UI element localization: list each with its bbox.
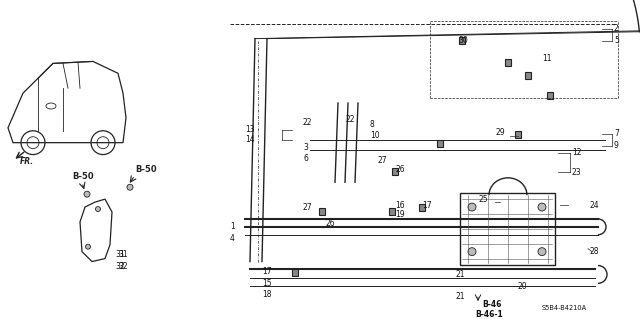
Text: 28: 28: [590, 247, 600, 256]
Bar: [419, 204, 425, 211]
Circle shape: [468, 248, 476, 256]
Text: B-50: B-50: [72, 172, 93, 181]
Circle shape: [538, 203, 546, 211]
Text: 22: 22: [303, 118, 312, 127]
Text: 27: 27: [302, 203, 312, 211]
Text: 7: 7: [614, 129, 619, 138]
Bar: [515, 131, 521, 138]
Text: 12: 12: [572, 148, 582, 157]
Text: 4: 4: [230, 234, 235, 243]
Circle shape: [95, 207, 100, 211]
Text: 21: 21: [456, 270, 465, 279]
Text: 22: 22: [345, 115, 355, 124]
Bar: [460, 37, 465, 44]
Text: 1: 1: [230, 222, 235, 231]
Bar: [292, 269, 298, 276]
Text: 26: 26: [395, 165, 404, 174]
Text: 17: 17: [262, 267, 272, 276]
Text: 16: 16: [396, 201, 405, 210]
Text: 14: 14: [245, 135, 255, 144]
Circle shape: [538, 248, 546, 256]
Text: B-50: B-50: [135, 165, 157, 174]
Text: 25: 25: [478, 195, 488, 204]
Text: B-46: B-46: [482, 300, 501, 309]
Text: 13: 13: [245, 125, 255, 134]
Bar: [505, 59, 511, 66]
Bar: [437, 140, 443, 147]
Text: FR.: FR.: [20, 158, 34, 167]
Bar: [319, 208, 324, 215]
Circle shape: [468, 203, 476, 211]
Text: 27: 27: [378, 156, 388, 165]
Text: 8: 8: [370, 120, 375, 129]
Text: B-46-1: B-46-1: [475, 309, 503, 319]
Text: 3: 3: [303, 143, 308, 152]
Text: 21: 21: [456, 292, 465, 301]
Text: 20: 20: [518, 282, 527, 291]
Text: 18: 18: [262, 290, 272, 299]
Bar: [547, 92, 553, 99]
Text: 19: 19: [396, 211, 405, 219]
Text: 15: 15: [262, 279, 272, 288]
Text: 32: 32: [115, 262, 125, 271]
Circle shape: [84, 191, 90, 197]
Circle shape: [127, 184, 133, 190]
Bar: [389, 208, 395, 215]
Text: 11: 11: [542, 54, 552, 63]
Text: 2: 2: [614, 24, 619, 33]
Text: 32: 32: [118, 262, 127, 271]
Text: S5B4-B4210A: S5B4-B4210A: [542, 305, 587, 311]
Bar: [460, 193, 555, 264]
Bar: [525, 72, 531, 79]
Text: 31: 31: [115, 250, 125, 259]
Text: 6: 6: [303, 154, 308, 163]
Text: 17: 17: [422, 201, 431, 210]
Text: 9: 9: [614, 141, 619, 150]
Text: 5: 5: [614, 36, 619, 45]
Text: 30: 30: [458, 36, 468, 45]
Text: 24: 24: [590, 201, 600, 210]
Text: 10: 10: [370, 131, 380, 140]
Text: 29: 29: [495, 128, 505, 137]
Text: 23: 23: [572, 168, 582, 177]
Text: 31: 31: [118, 250, 127, 259]
Text: 26: 26: [325, 219, 335, 228]
Circle shape: [86, 244, 90, 249]
Bar: [392, 168, 397, 175]
